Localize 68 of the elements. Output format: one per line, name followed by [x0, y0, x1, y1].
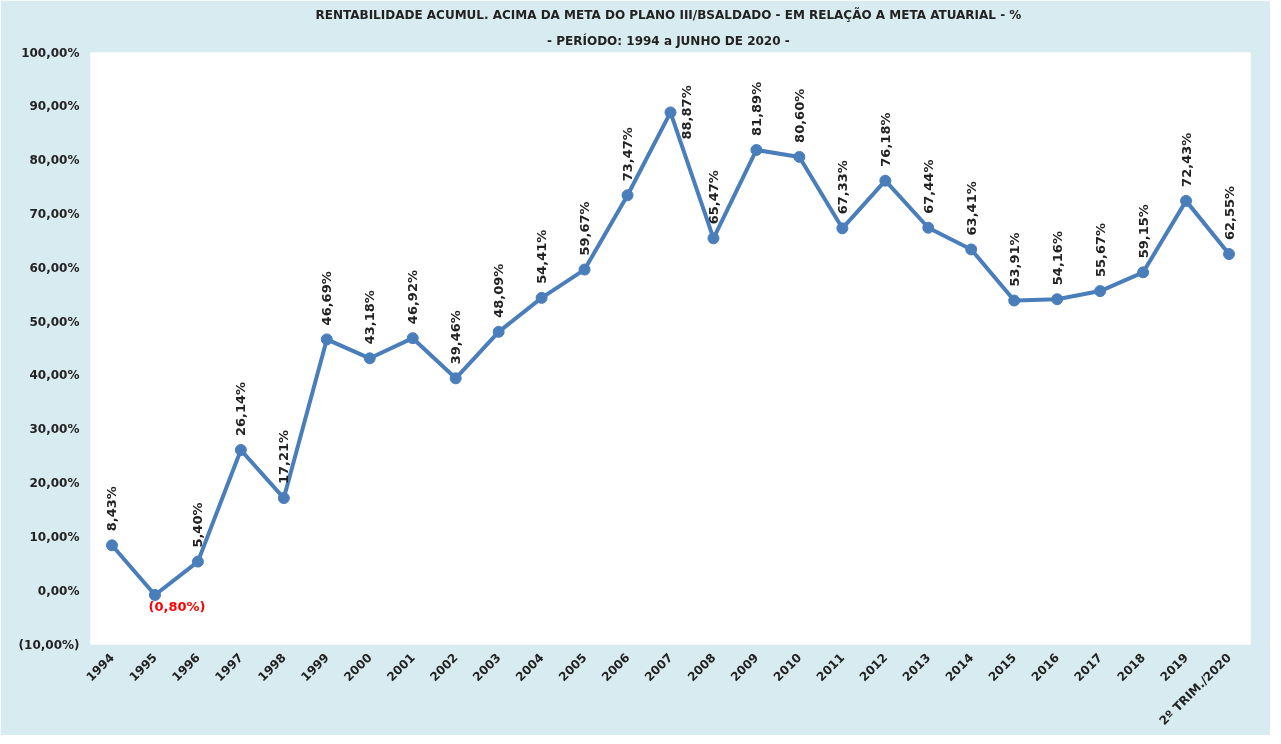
point — [1051, 293, 1064, 306]
point — [1008, 294, 1021, 307]
data-label: 63,41% — [963, 181, 979, 236]
point — [148, 589, 161, 601]
data-label: 59,67% — [577, 201, 593, 256]
y-tick-label: 80,00% — [29, 153, 80, 168]
y-tick-label: 40,00% — [29, 368, 80, 383]
point — [1094, 285, 1107, 298]
y-tick-label: 20,00% — [29, 476, 80, 491]
point — [320, 333, 333, 346]
y-tick-label: 90,00% — [29, 99, 80, 114]
point — [1137, 266, 1150, 279]
y-tick-label: (10,00%) — [18, 637, 80, 652]
data-label: 26,14% — [233, 381, 249, 436]
data-label: 54,16% — [1049, 231, 1065, 286]
data-label: 55,67% — [1092, 222, 1108, 278]
data-label: 62,55% — [1221, 185, 1237, 241]
data-label: 80,60% — [791, 88, 807, 143]
y-tick-label: 70,00% — [29, 206, 80, 221]
point — [793, 150, 806, 163]
data-label: 67,33% — [834, 160, 850, 215]
y-tick-label: 30,00% — [29, 422, 80, 437]
data-label: 48,09% — [491, 263, 507, 318]
point — [449, 372, 462, 385]
data-label: 76,18% — [877, 112, 893, 167]
point — [750, 143, 763, 156]
point — [879, 174, 892, 187]
data-label: 67,44% — [920, 159, 936, 214]
data-label: 8,43% — [104, 486, 120, 532]
point — [406, 332, 419, 345]
y-tick-label: 50,00% — [29, 314, 80, 329]
chart-subtitle: - PERÍODO: 1994 a JUNHO DE 2020 - — [547, 32, 790, 48]
data-label: 88,87% — [679, 85, 694, 140]
data-label: 46,69% — [319, 271, 335, 326]
data-label: 43,18% — [362, 290, 378, 345]
point — [664, 106, 677, 119]
point — [535, 291, 548, 304]
data-label: 39,46% — [448, 310, 464, 365]
data-label: 46,92% — [405, 270, 421, 325]
y-tick-label: 0,00% — [37, 583, 80, 598]
data-label: (0,80%) — [148, 599, 206, 615]
point — [707, 232, 720, 245]
chart-title: RENTABILIDADE ACUMUL. ACIMA DA META DO PLANO III/BSALDADO - EM RELAÇÃO A META ATUARIAL - % — [315, 6, 1022, 22]
data-label: 65,47% — [705, 170, 721, 225]
data-label: 81,89% — [748, 81, 764, 136]
point — [1180, 194, 1193, 207]
point — [234, 444, 247, 456]
point — [922, 221, 935, 234]
y-tick-label: 10,00% — [29, 529, 80, 544]
data-label: 5,40% — [190, 502, 206, 548]
data-label: 53,91% — [1006, 232, 1022, 287]
point — [492, 325, 505, 338]
point — [836, 222, 849, 235]
data-label: 54,41% — [534, 229, 550, 284]
y-tick-label: 60,00% — [29, 260, 80, 275]
point — [191, 555, 204, 568]
point — [1223, 248, 1236, 261]
data-label: 73,47% — [620, 127, 636, 182]
point — [277, 492, 290, 505]
point — [363, 352, 376, 365]
y-tick-label: 100,00% — [21, 45, 80, 60]
data-label: 72,43% — [1178, 132, 1194, 187]
data-label: 59,15% — [1135, 204, 1151, 259]
point — [621, 189, 634, 202]
point — [965, 243, 978, 256]
point — [105, 539, 118, 552]
data-label: 17,21% — [276, 429, 292, 485]
point — [578, 263, 591, 276]
